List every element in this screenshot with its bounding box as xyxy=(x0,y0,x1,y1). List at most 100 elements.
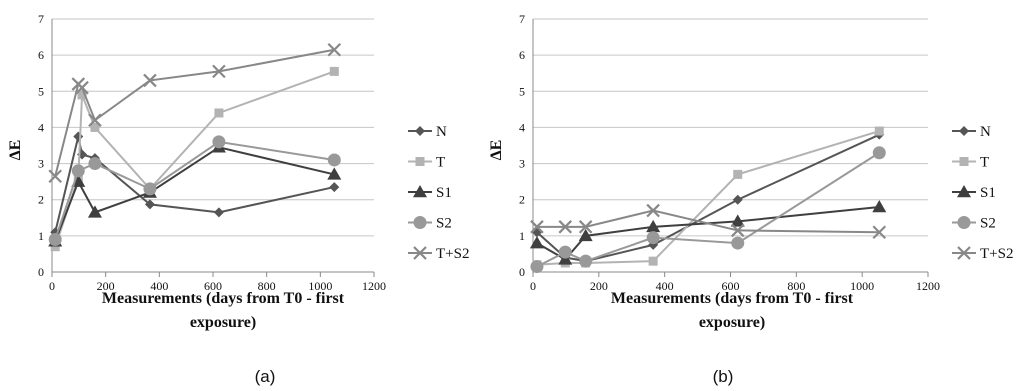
x-tick-label: 0 xyxy=(530,279,536,293)
y-tick-label: 0 xyxy=(519,265,525,279)
data-point xyxy=(214,108,224,118)
chart-panel-0: 0 1 2 3 4 5 6 7 0 200 400 600 800 1000 1200 ΔE Measureme… xyxy=(7,12,469,386)
data-point xyxy=(143,182,157,196)
x-axis-title-line1: Measurements (days from T0 - first xyxy=(611,290,854,307)
data-point xyxy=(646,219,661,233)
y-axis-title: ΔE xyxy=(488,140,505,161)
legend-item: S2 xyxy=(952,216,996,232)
x-tick-label: 200 xyxy=(97,279,115,293)
data-point xyxy=(872,199,887,213)
data-point xyxy=(143,73,157,88)
legend-marker xyxy=(413,185,427,198)
legend-item: S2 xyxy=(408,216,452,232)
legend-marker xyxy=(957,246,971,260)
y-tick-label: 5 xyxy=(38,84,44,98)
legend-label: T+S2 xyxy=(980,246,1013,262)
data-point xyxy=(50,242,60,252)
series-t xyxy=(532,126,884,270)
legend-marker xyxy=(413,216,427,229)
data-point xyxy=(558,245,572,259)
data-point xyxy=(88,157,102,171)
data-point xyxy=(327,167,342,180)
x-tick-label: 1200 xyxy=(362,279,386,293)
series-line xyxy=(54,140,335,240)
data-point xyxy=(329,182,340,193)
data-point xyxy=(75,80,89,95)
legend-item: T xyxy=(952,155,989,171)
data-point xyxy=(213,207,224,218)
series-n xyxy=(531,129,885,267)
series-line xyxy=(54,136,335,233)
legend-label: S2 xyxy=(980,216,996,232)
y-tick-label: 2 xyxy=(38,193,44,207)
legend-label: N xyxy=(436,124,447,140)
legend-item: T xyxy=(408,155,445,171)
x-tick-label: 800 xyxy=(787,279,805,293)
chart-panel-1: 0 1 2 3 4 5 6 7 0 200 400 600 800 1000 1200 ΔE Measureme… xyxy=(488,12,1013,386)
data-point xyxy=(732,194,743,205)
x-tick-label: 800 xyxy=(258,279,276,293)
data-point xyxy=(731,236,745,250)
data-point xyxy=(88,113,102,127)
x-tick-label: 200 xyxy=(590,279,608,293)
data-point xyxy=(48,232,62,246)
legend-item: N xyxy=(408,124,447,140)
data-point xyxy=(71,164,85,178)
x-axis-title-line2: exposure) xyxy=(190,314,256,331)
y-tick-label: 4 xyxy=(38,120,44,134)
legend-marker xyxy=(413,246,427,260)
data-point xyxy=(327,42,342,57)
legend-label: S1 xyxy=(436,185,452,201)
data-point xyxy=(874,126,884,136)
data-point xyxy=(530,220,544,234)
x-tick-label: 0 xyxy=(49,279,55,293)
data-point xyxy=(558,220,573,234)
data-point xyxy=(648,256,658,266)
data-point xyxy=(579,254,593,268)
y-tick-label: 4 xyxy=(519,120,525,134)
data-point xyxy=(872,225,887,240)
x-tick-label: 600 xyxy=(722,279,740,293)
series-line xyxy=(536,209,880,234)
x-tick-label: 1000 xyxy=(850,279,874,293)
y-tick-label: 3 xyxy=(519,157,525,171)
legend-label: T xyxy=(980,155,989,171)
series-s1 xyxy=(529,199,887,265)
legend-marker xyxy=(959,126,969,136)
x-axis-title-line1: Measurements (days from T0 - first xyxy=(102,290,345,307)
legend-marker xyxy=(959,157,969,166)
data-point xyxy=(48,169,62,183)
data-point xyxy=(578,228,593,242)
data-point xyxy=(730,223,745,238)
series-n xyxy=(50,131,340,238)
y-tick-label: 6 xyxy=(519,48,525,62)
data-point xyxy=(77,90,87,100)
series-t-s2 xyxy=(48,42,342,183)
data-point xyxy=(212,135,226,149)
y-tick-label: 0 xyxy=(38,265,44,279)
y-tick-label: 1 xyxy=(38,229,44,243)
y-tick-label: 5 xyxy=(519,84,525,98)
series-s2 xyxy=(48,135,341,246)
legend-item: S1 xyxy=(952,185,996,201)
data-point xyxy=(212,64,226,79)
legend-label: S2 xyxy=(436,216,452,232)
legend-label: N xyxy=(980,124,991,140)
data-point xyxy=(90,122,100,132)
data-point xyxy=(87,205,102,218)
series-s2 xyxy=(530,146,886,274)
data-point xyxy=(733,169,743,179)
legend-label: S1 xyxy=(980,185,996,201)
legend-item: N xyxy=(952,124,991,140)
legend-marker xyxy=(957,185,971,198)
legend-label: T+S2 xyxy=(436,246,469,262)
legend-item: S1 xyxy=(408,185,452,201)
legend-item: T+S2 xyxy=(952,246,1013,262)
x-tick-label: 400 xyxy=(656,279,674,293)
data-point xyxy=(73,131,84,142)
data-point xyxy=(327,153,341,167)
y-tick-label: 6 xyxy=(38,48,44,62)
legend-label: T xyxy=(436,155,445,171)
legend-marker xyxy=(957,216,971,229)
